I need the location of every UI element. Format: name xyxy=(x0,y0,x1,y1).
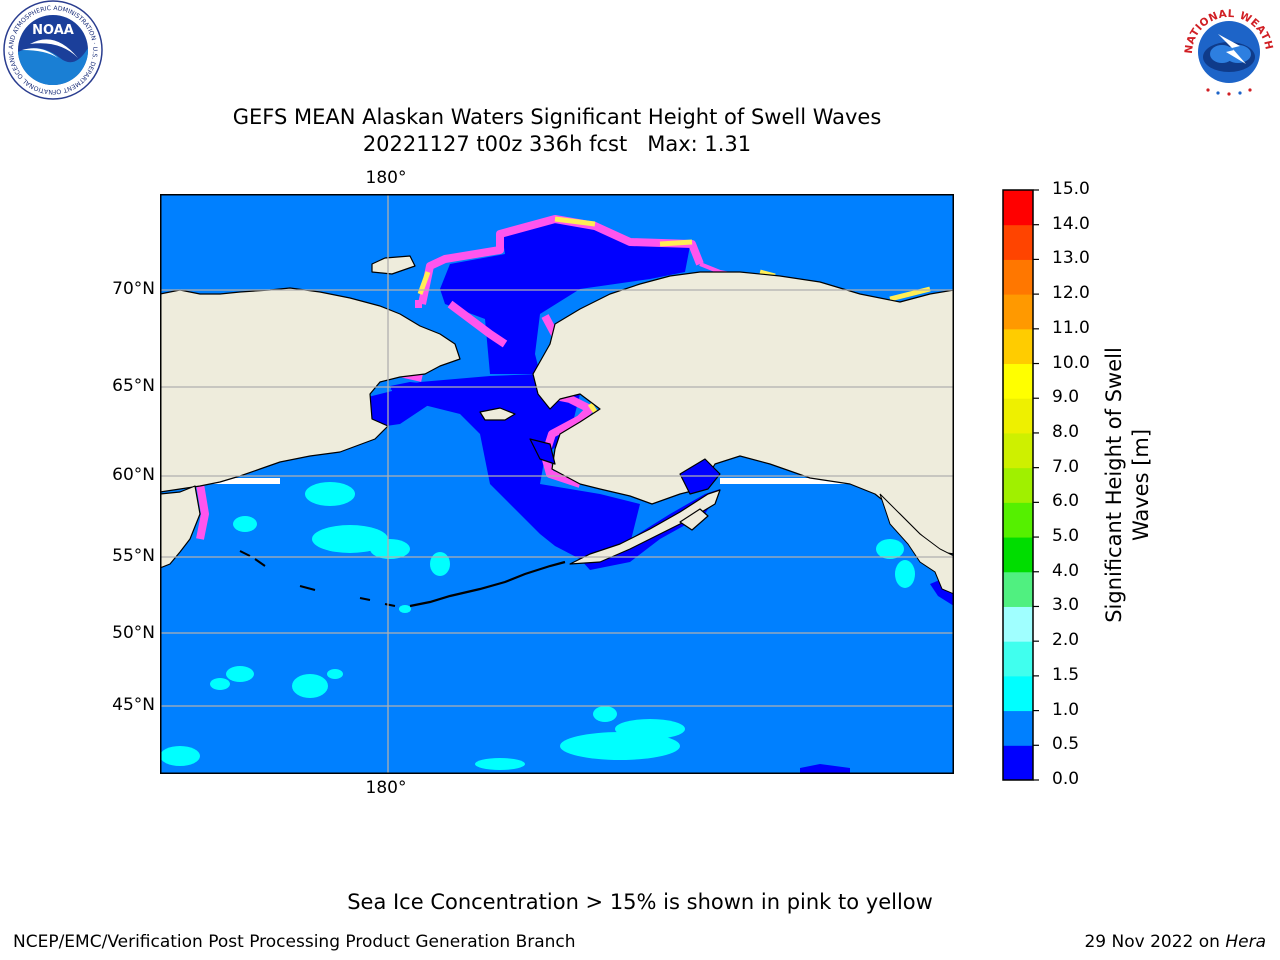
nws-logo: NATIONAL WEATHER SERVICE xyxy=(1178,2,1275,98)
wrangel-island xyxy=(371,255,416,275)
colorbar-tick-label: 6.0 xyxy=(1052,491,1080,512)
footer-machine: Hera xyxy=(1225,932,1266,952)
st-lawrence-island xyxy=(479,407,516,421)
chart-title-line2: 20221127 t00z 336h fcst Max: 1.31 xyxy=(362,132,752,156)
colorbar-tick-label: 15.0 xyxy=(1052,179,1090,199)
colorbar-segment xyxy=(1003,190,1033,226)
cyan-patch xyxy=(305,482,355,506)
footer-date: 29 Nov 2022 on xyxy=(1084,932,1226,952)
colorbar-segment xyxy=(1003,259,1033,295)
alaska-mainland xyxy=(532,271,954,555)
no-data-band-west xyxy=(200,478,280,484)
noaa-logo-text: NOAA xyxy=(32,23,74,38)
chukotka-peninsula xyxy=(390,382,442,406)
colorbar-tick-label: 2.0 xyxy=(1052,630,1080,651)
lat-label-55n: 55°N xyxy=(112,546,155,566)
colorbar-tick-label: 10.0 xyxy=(1052,352,1090,373)
no-data-band-east xyxy=(720,478,850,484)
colorbar-segment xyxy=(1003,571,1033,607)
cyan-patch xyxy=(160,746,200,766)
lat-label-45n: 45°N xyxy=(112,695,155,715)
colorbar-segment xyxy=(1003,745,1033,781)
aleutian-chain xyxy=(409,560,566,608)
footer-branch: NCEP/EMC/Verification Post Processing Pr… xyxy=(13,932,576,952)
cyan-patch xyxy=(292,674,328,698)
map-gridlines xyxy=(160,194,954,774)
colorbar-segment xyxy=(1003,606,1033,642)
colorbar xyxy=(1002,189,1039,781)
colorbar-segment xyxy=(1003,398,1033,434)
bering-strait-low-swell xyxy=(390,374,640,559)
colorbar-segment xyxy=(1003,467,1033,503)
colorbar-tick-label: 12.0 xyxy=(1052,283,1090,304)
cyan-patch xyxy=(895,560,915,588)
colorbar-segment xyxy=(1003,294,1033,330)
colorbar-segment xyxy=(1003,224,1033,260)
cyan-patch xyxy=(210,678,230,690)
southern-low-swell xyxy=(800,764,850,774)
kodiak-island xyxy=(679,508,709,531)
colorbar-tick-label: 5.0 xyxy=(1052,526,1080,547)
chart-title-line1: GEFS MEAN Alaskan Waters Significant Hei… xyxy=(232,105,882,129)
colorbar-tick-label: 9.0 xyxy=(1052,387,1080,408)
lat-label-70n: 70°N xyxy=(112,279,155,299)
colorbar-tick-label: 13.0 xyxy=(1052,248,1090,269)
kamchatka-tip xyxy=(160,485,201,569)
alaska-west-coast-bays xyxy=(529,438,556,465)
moderate-swell-patches xyxy=(160,482,915,770)
colorbar-tick-label: 7.0 xyxy=(1052,456,1080,477)
colorbar-tick-label: 3.0 xyxy=(1052,595,1080,616)
colorbar-tick-label: 1.0 xyxy=(1052,699,1080,720)
colorbar-tick-label: 11.0 xyxy=(1052,317,1090,338)
colorbar-tick-label: 8.0 xyxy=(1052,421,1080,442)
sea-ice-note: Sea Ice Concentration > 15% is shown in … xyxy=(347,890,933,914)
cyan-patch xyxy=(399,605,411,613)
colorbar-segment xyxy=(1003,710,1033,746)
cyan-patch xyxy=(226,666,254,682)
colorbar-segment xyxy=(1003,328,1033,365)
cyan-patch xyxy=(370,539,410,559)
colorbar-frame xyxy=(1002,189,1034,781)
southeast-alaska-islands xyxy=(879,493,954,595)
colorbar-segment xyxy=(1003,502,1033,538)
swell-height-map xyxy=(160,194,954,774)
cyan-patch xyxy=(430,552,450,576)
cyan-patch xyxy=(233,516,257,532)
colorbar-tick-label: 4.0 xyxy=(1052,560,1080,581)
cyan-patch xyxy=(615,719,685,739)
colorbar-tick-label: 1.5 xyxy=(1052,664,1080,685)
map-frame xyxy=(160,194,954,774)
lat-label-65n: 65°N xyxy=(112,376,155,396)
colorbar-tick-label: 14.0 xyxy=(1052,213,1090,234)
lat-label-50n: 50°N xyxy=(112,623,155,643)
cyan-patch xyxy=(312,525,388,553)
colorbar-tick-label: 0.0 xyxy=(1052,769,1080,789)
footer-timestamp: 29 Nov 2022 on Hera xyxy=(1084,932,1266,952)
lon-label-bottom: 180° xyxy=(365,778,407,798)
lon-label-top: 180° xyxy=(365,168,407,188)
land xyxy=(160,255,954,569)
colorbar-segment xyxy=(1003,537,1033,573)
colorbar-title-line1: Significant Height of Swell xyxy=(1102,347,1126,623)
colorbar-segment xyxy=(1003,432,1033,469)
colorbar-tick-label: 0.5 xyxy=(1052,734,1080,755)
cyan-patch xyxy=(876,539,904,559)
colorbar-segment xyxy=(1003,641,1033,677)
cyan-patch xyxy=(593,706,617,722)
southeast-alaska-coast xyxy=(879,493,954,595)
cyan-patch xyxy=(475,758,525,770)
lat-label-60n: 60°N xyxy=(112,465,155,485)
aleutian-islands xyxy=(239,550,566,608)
arctic-low-swell xyxy=(440,222,690,374)
colorbar-title-line2: Waves [m] xyxy=(1129,428,1153,542)
colorbar-segment xyxy=(1003,675,1033,712)
noaa-logo: NATIONAL OCEANIC AND ATMOSPHERIC ADMINIS… xyxy=(0,0,103,100)
colorbar-segment xyxy=(1003,363,1033,399)
cyan-patch xyxy=(327,669,343,679)
siberia-land xyxy=(160,287,461,493)
aleutian-chain xyxy=(239,550,396,607)
chart-title: GEFS MEAN Alaskan Waters Significant Hei… xyxy=(160,104,954,158)
